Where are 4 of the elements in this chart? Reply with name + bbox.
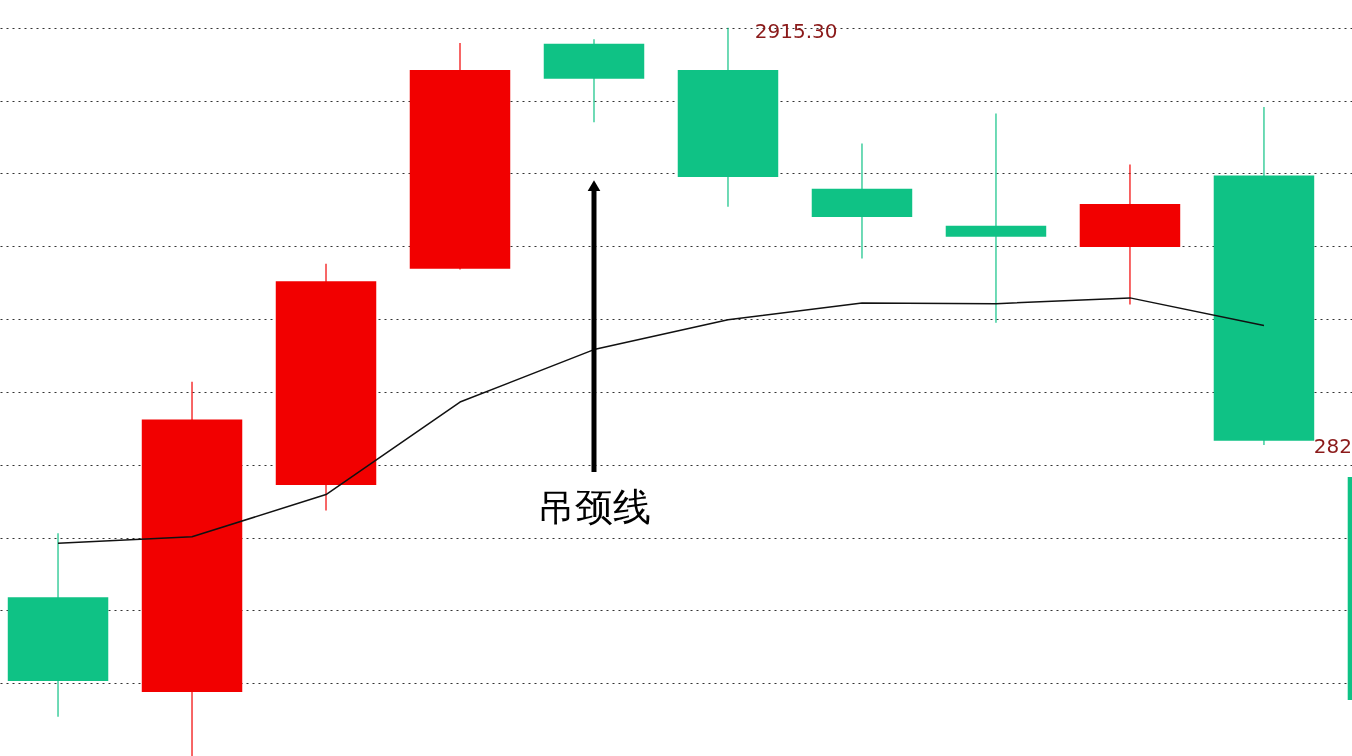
annotation: 吊颈线 xyxy=(537,484,651,529)
annotation: 2915.30 xyxy=(754,18,838,43)
candlestick xyxy=(945,113,1047,324)
annotation: 282 xyxy=(1313,434,1352,459)
